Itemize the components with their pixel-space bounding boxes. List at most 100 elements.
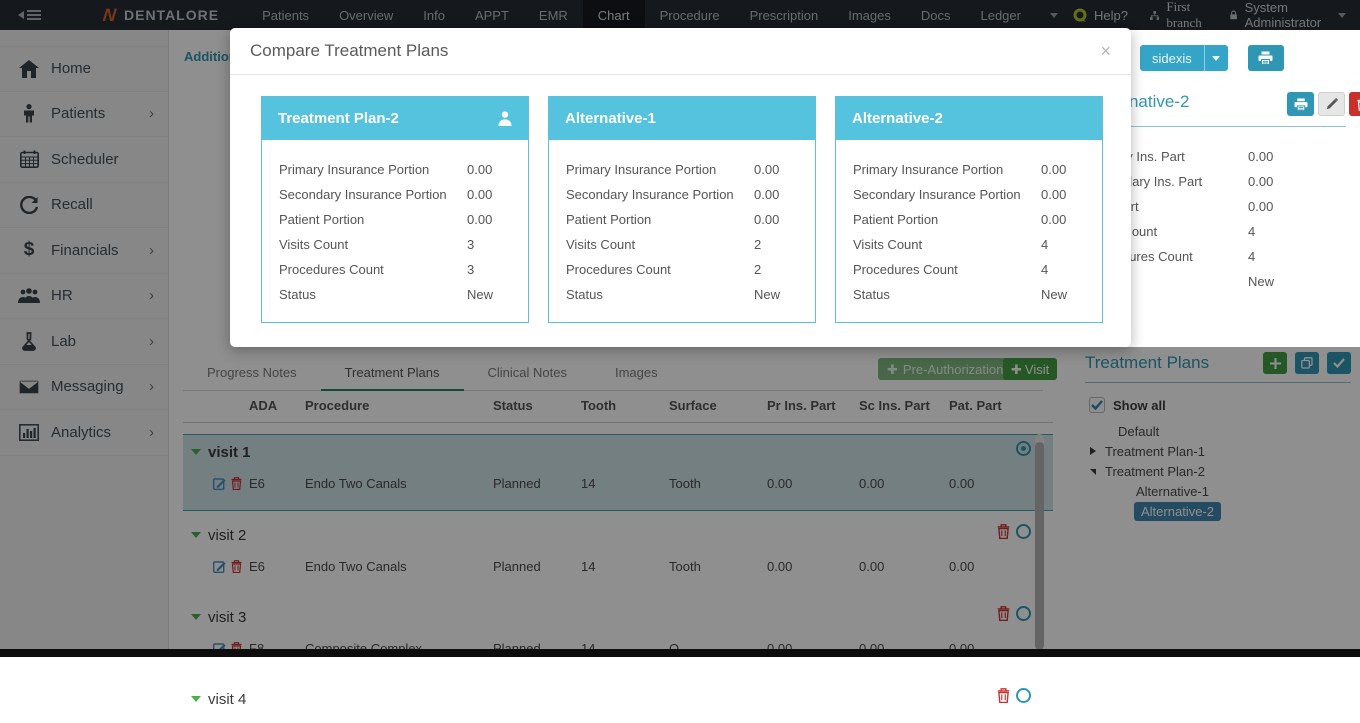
scrollbar[interactable]: [1035, 434, 1044, 650]
sidebar-item-recall[interactable]: Recall: [0, 183, 168, 228]
help-button[interactable]: Help?: [1072, 8, 1128, 23]
cell-surface: Tooth: [669, 558, 701, 574]
card-row-label: Visits Count: [279, 237, 349, 252]
brand-name: DENTALORE: [124, 7, 220, 23]
card-title: Alternative-1: [565, 110, 656, 127]
tree-item-default[interactable]: Default: [1118, 423, 1160, 439]
pre-authorization-label: Pre-Authorization: [902, 361, 1004, 377]
table-row[interactable]: F8 Composite Complex Planned 14 O 0.00 0…: [183, 633, 1053, 663]
cell-surface: O: [669, 640, 680, 656]
radio-icon[interactable]: [1016, 606, 1031, 621]
visit-group-1[interactable]: visit 1 E6 Endo Two Canals Planned: [183, 434, 1053, 511]
expand-arrow-icon[interactable]: [1086, 447, 1100, 455]
visit-group-3[interactable]: visit 3 F8 Composite: [183, 600, 1053, 675]
chevron-right-icon: ›: [149, 241, 154, 259]
table-row[interactable]: E6 Endo Two Canals Planned 14 Tooth 0.00…: [183, 468, 1053, 498]
col-status: Status: [493, 398, 533, 413]
visit-group-4[interactable]: visit 4: [183, 682, 1053, 723]
plus-icon: ✚: [887, 361, 898, 377]
sidebar-item-scheduler[interactable]: Scheduler: [0, 137, 168, 183]
close-icon[interactable]: ×: [1100, 41, 1111, 61]
branch-sitemap-icon: [1149, 10, 1160, 20]
tree-item-treatment-plan-1[interactable]: Treatment Plan-1: [1086, 441, 1351, 461]
card-row-label: Visits Count: [853, 237, 923, 252]
tree-item-alternative-1[interactable]: Alternative-1: [1136, 483, 1209, 499]
add-visit-button[interactable]: ✚ Visit: [1003, 358, 1058, 380]
sidebar-item-patients[interactable]: Patients ›: [0, 92, 168, 137]
collapse-caret-icon[interactable]: [191, 532, 201, 538]
trash-icon[interactable]: [997, 688, 1010, 703]
branch-selector[interactable]: First branch: [1149, 0, 1208, 31]
pre-authorization-button[interactable]: ✚ Pre-Authorization: [878, 358, 1013, 380]
edit-plan-button[interactable]: [1318, 92, 1345, 116]
user-menu[interactable]: System Administrator: [1230, 0, 1346, 30]
visit-name[interactable]: visit 3: [208, 608, 247, 626]
nav-item-ledger[interactable]: Ledger: [980, 7, 1021, 23]
collapse-caret-icon[interactable]: [191, 614, 201, 620]
copy-plan-button[interactable]: [1295, 352, 1319, 374]
tab-progress-notes[interactable]: Progress Notes: [207, 365, 297, 380]
trash-icon[interactable]: [231, 476, 242, 490]
visit-name[interactable]: visit 2: [208, 526, 247, 544]
card-row-value: New: [467, 287, 494, 302]
nav-item-prescription[interactable]: Prescription: [749, 7, 819, 23]
radio-icon[interactable]: [1016, 524, 1031, 539]
sidebar-item-messaging[interactable]: Messaging ›: [0, 365, 168, 410]
edit-icon[interactable]: [213, 477, 226, 490]
sidebar-item-home[interactable]: Home: [0, 46, 168, 92]
trash-icon[interactable]: [997, 606, 1010, 621]
delete-plan-button[interactable]: [1349, 92, 1360, 116]
edit-icon[interactable]: [213, 560, 226, 573]
col-ada: ADA: [249, 398, 278, 413]
plans-tree: Default Treatment Plan-1 Treatment Plan-…: [1085, 421, 1351, 521]
card-row-value: 0.00: [1041, 187, 1067, 202]
sidebar-toggle-icon[interactable]: [18, 10, 41, 20]
card-row-value: 3: [467, 262, 475, 277]
visit-group-2[interactable]: visit 2 E6 Endo Two C: [183, 518, 1053, 593]
col-procedure: Procedure: [305, 398, 370, 413]
sidebar-item-lab[interactable]: Lab ›: [0, 319, 168, 365]
sidexis-caret-icon[interactable]: [1203, 45, 1228, 71]
cell-sc: 0.00: [859, 558, 885, 574]
tab-images[interactable]: Images: [614, 365, 658, 380]
print-plan-button[interactable]: [1287, 92, 1314, 116]
scrollbar-thumb[interactable]: [1035, 442, 1044, 650]
nav-item-overview[interactable]: Overview: [339, 7, 394, 23]
print-button[interactable]: [1247, 45, 1284, 71]
nav-more-caret-icon[interactable]: [1049, 12, 1058, 18]
cell-pr: 0.00: [767, 558, 793, 574]
trash-icon: [1357, 97, 1360, 111]
radio-selected-icon[interactable]: [1016, 441, 1031, 456]
nav-item-patients[interactable]: Patients: [262, 7, 310, 23]
collapse-arrow-icon[interactable]: [1086, 468, 1100, 475]
sidebar-item-hr[interactable]: HR ›: [0, 274, 168, 319]
tab-treatment-plans[interactable]: Treatment Plans: [320, 357, 464, 391]
nav-item-info[interactable]: Info: [423, 7, 445, 23]
add-plan-button[interactable]: [1263, 352, 1287, 374]
sidebar-item-financials[interactable]: $ Financials ›: [0, 228, 168, 274]
visit-name[interactable]: visit 1: [208, 443, 251, 461]
visit-name[interactable]: visit 4: [208, 690, 247, 708]
sidexis-dropdown-button[interactable]: sidexis: [1140, 45, 1228, 71]
collapse-caret-icon[interactable]: [191, 696, 201, 702]
approve-plan-button[interactable]: [1327, 352, 1351, 374]
nav-item-procedure[interactable]: Procedure: [659, 7, 720, 23]
collapse-caret-icon[interactable]: [191, 449, 201, 455]
chevron-right-icon: ›: [149, 423, 154, 441]
radio-icon[interactable]: [1016, 688, 1031, 703]
sidebar-item-analytics[interactable]: Analytics ›: [0, 410, 168, 456]
nav-item-docs[interactable]: Docs: [920, 7, 951, 23]
patient-icon: [16, 104, 42, 123]
tree-item-alternative-2[interactable]: Alternative-2: [1131, 501, 1351, 521]
nav-item-emr[interactable]: EMR: [538, 7, 568, 23]
nav-item-images[interactable]: Images: [848, 7, 891, 23]
sidebar-item-label: Home: [51, 60, 92, 78]
tree-item-treatment-plan-2[interactable]: Treatment Plan-2: [1086, 461, 1351, 481]
nav-item-chart[interactable]: Chart: [582, 0, 645, 30]
nav-item-appt[interactable]: APPT: [474, 7, 509, 23]
table-row[interactable]: E6 Endo Two Canals Planned 14 Tooth 0.00…: [183, 551, 1053, 581]
show-all-checkbox[interactable]: Show all: [1089, 397, 1351, 413]
trash-icon[interactable]: [231, 559, 242, 573]
tab-clinical-notes[interactable]: Clinical Notes: [487, 365, 567, 380]
trash-icon[interactable]: [997, 524, 1010, 539]
